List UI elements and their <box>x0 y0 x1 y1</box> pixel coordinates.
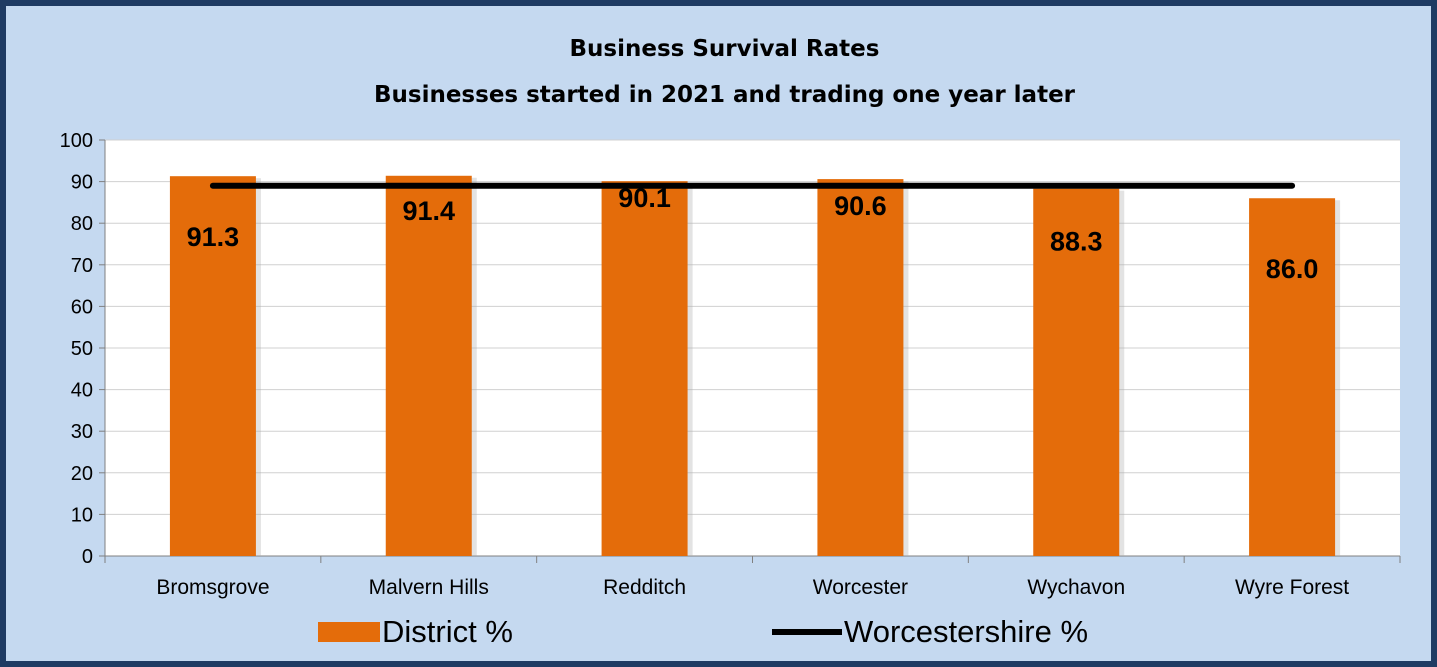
x-tick-label: Malvern Hills <box>369 576 489 599</box>
bar <box>385 175 472 556</box>
bar-data-label: 90.6 <box>834 191 887 221</box>
legend-swatch-worcestershire <box>772 629 842 635</box>
x-tick-label: Wyre Forest <box>1235 576 1349 599</box>
bar-data-label: 91.3 <box>187 222 240 252</box>
x-tick-label: Wychavon <box>1027 576 1125 599</box>
y-tick-label: 30 <box>71 421 93 443</box>
y-tick-label: 80 <box>71 213 93 235</box>
legend-item-worcestershire: Worcestershire % <box>772 612 1088 652</box>
bar <box>169 176 256 556</box>
y-tick-label: 60 <box>71 296 93 318</box>
bar <box>601 181 688 556</box>
bar-data-label: 90.1 <box>618 183 671 213</box>
legend-label-district: District % <box>382 614 513 649</box>
legend-label-worcestershire: Worcestershire % <box>844 614 1089 649</box>
bar-data-label: 91.4 <box>402 196 455 226</box>
y-tick-label: 10 <box>71 504 93 526</box>
y-tick-label: 70 <box>71 255 93 277</box>
y-tick-label: 20 <box>71 463 93 485</box>
bar-data-label: 86.0 <box>1266 254 1319 284</box>
y-tick-label: 40 <box>71 380 93 402</box>
chart-title: Business Survival Rates <box>569 36 880 62</box>
legend-swatch-district <box>318 622 380 642</box>
bar <box>1249 198 1336 557</box>
bar-data-label: 88.3 <box>1050 227 1103 257</box>
legend-item-district: District % <box>318 612 513 652</box>
y-tick-label: 100 <box>60 130 93 152</box>
y-tick-label: 50 <box>71 338 93 360</box>
x-tick-label: Redditch <box>603 576 686 599</box>
x-tick-label: Bromsgrove <box>156 576 269 599</box>
x-tick-label: Worcester <box>813 576 908 599</box>
bar <box>817 179 904 556</box>
y-tick-label: 0 <box>82 546 93 568</box>
y-tick-label: 90 <box>71 172 93 194</box>
bar <box>1033 188 1120 556</box>
chart-subtitle: Businesses started in 2021 and trading o… <box>373 82 1076 108</box>
